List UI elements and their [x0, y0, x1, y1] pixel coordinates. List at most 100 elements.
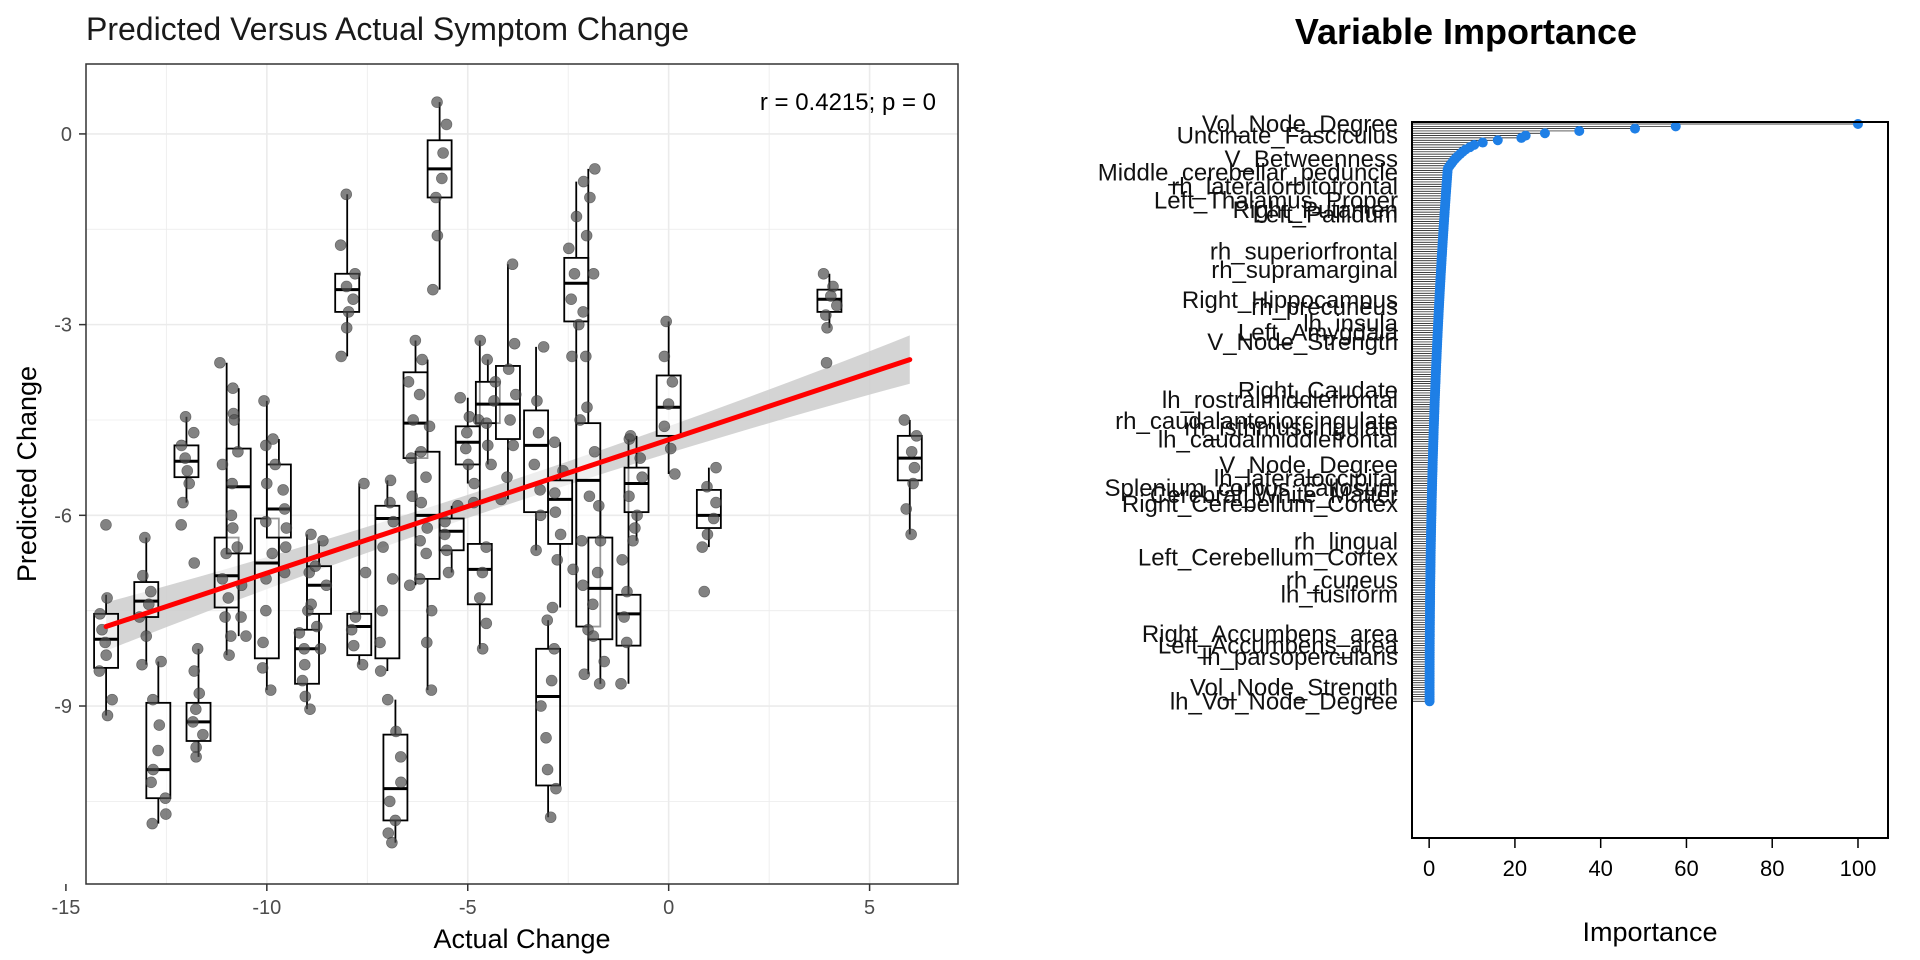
- scatter-point: [320, 579, 333, 592]
- scatter-point: [588, 445, 601, 458]
- scatter-point: [623, 490, 635, 503]
- variable-label: rh_lateralorbitofrontal: [1171, 174, 1398, 201]
- scatter-point: [442, 566, 455, 579]
- scatter-point: [226, 477, 238, 490]
- scatter-point: [296, 674, 309, 687]
- scatter-point: [334, 239, 347, 251]
- scatter-point: [140, 630, 153, 642]
- scatter-point: [145, 776, 157, 789]
- scatter-point: [223, 649, 235, 661]
- scatter-point: [390, 725, 402, 738]
- scatter-point: [431, 229, 444, 242]
- regression-line: [103, 357, 913, 630]
- scatter-point: [409, 334, 422, 347]
- scatter-point: [507, 439, 520, 452]
- scatter-point: [459, 442, 472, 455]
- scatter-point: [136, 658, 148, 671]
- scatter-point: [258, 395, 270, 407]
- scatter-point: [264, 684, 277, 696]
- scatter-point: [577, 175, 590, 188]
- scatter-point: [580, 229, 593, 242]
- scatter-point: [618, 611, 630, 623]
- scatter-point: [139, 531, 151, 544]
- scatter-point: [197, 728, 209, 741]
- scatter-point: [820, 309, 832, 321]
- scatter-point: [474, 334, 487, 347]
- scatter-point: [416, 353, 429, 366]
- scatter-point: [266, 547, 279, 560]
- scatter-point: [147, 763, 159, 776]
- importance-x-tick-label: 0: [1423, 856, 1435, 881]
- variable-label: Uncinate_Fasciculus: [1177, 123, 1398, 150]
- variable-label: Right_Hippocampus: [1182, 287, 1398, 314]
- scatter-point: [898, 414, 911, 426]
- scatter-point: [480, 417, 493, 429]
- scatter-point: [431, 96, 443, 108]
- importance-dot: [1516, 132, 1527, 143]
- scatter-point: [394, 751, 407, 763]
- scatter-point: [701, 480, 713, 493]
- x-tick-label: -15: [51, 897, 80, 919]
- scatter-point: [587, 630, 600, 642]
- scatter-point: [577, 306, 589, 318]
- scatter-point: [345, 623, 358, 636]
- scatter-point: [631, 509, 643, 522]
- scatter-point: [387, 515, 400, 528]
- scatter-point: [430, 191, 442, 204]
- scatter-point: [232, 445, 244, 458]
- scatter-point: [662, 398, 675, 410]
- scatter-point: [454, 391, 467, 404]
- scatter-point: [340, 280, 353, 293]
- variable-label: lh_Vol_Node_Degree: [1170, 688, 1398, 715]
- scatter-point: [269, 458, 282, 471]
- variable-label: Right_Putamen: [1233, 197, 1398, 224]
- scatter-point: [414, 534, 426, 547]
- scatter-point: [147, 693, 159, 706]
- scatter-point: [277, 484, 289, 496]
- scatter-point: [554, 528, 567, 541]
- scatter-point: [179, 452, 191, 464]
- scatter-point: [551, 554, 564, 566]
- variable-label: Vol_Node_Degree: [1202, 111, 1398, 138]
- scatter-point: [377, 541, 389, 553]
- scatter-point: [436, 172, 448, 185]
- variable-label: Left_Pallidum: [1253, 201, 1398, 228]
- variable-label: Left_Cerebellum_Cortex: [1138, 545, 1398, 572]
- importance-title: Variable Importance: [1295, 11, 1637, 52]
- scatter-point: [224, 630, 237, 642]
- scatter-point: [420, 636, 433, 649]
- scatter-point: [94, 608, 106, 620]
- scatter-point: [256, 662, 269, 674]
- scatter-point: [577, 579, 589, 592]
- scatter-point: [190, 751, 202, 763]
- scatter-point: [425, 604, 438, 617]
- scatter-point: [309, 560, 322, 572]
- importance-dot: [1852, 119, 1863, 129]
- scatter-point: [591, 566, 604, 579]
- scatter-point: [240, 630, 252, 642]
- importance-plot-border: [1411, 121, 1889, 839]
- boxplot-box: [535, 647, 562, 787]
- scatter-point: [413, 573, 426, 585]
- scatter-point: [910, 430, 923, 442]
- scatter-point: [335, 350, 347, 363]
- scatter-point: [583, 490, 596, 503]
- scatter-point: [594, 534, 607, 547]
- scatter-point: [403, 579, 416, 592]
- scatter-point: [381, 693, 394, 706]
- scatter-point: [620, 636, 633, 649]
- y-tick-label: 0: [61, 124, 72, 146]
- scatter-point: [340, 188, 353, 201]
- variable-label: lh_lateraloccipital: [1214, 466, 1398, 493]
- scatter-point: [179, 410, 192, 423]
- scatter-point: [101, 709, 114, 722]
- scatter-point: [222, 592, 235, 604]
- scatter-point: [567, 563, 579, 576]
- scatter-point: [584, 191, 596, 204]
- scatter-point: [440, 544, 453, 557]
- scatter-point: [485, 458, 497, 471]
- scatter-point: [225, 509, 238, 522]
- scatter-point: [598, 655, 611, 668]
- scatter-point: [423, 420, 436, 433]
- scatter-point: [825, 290, 837, 302]
